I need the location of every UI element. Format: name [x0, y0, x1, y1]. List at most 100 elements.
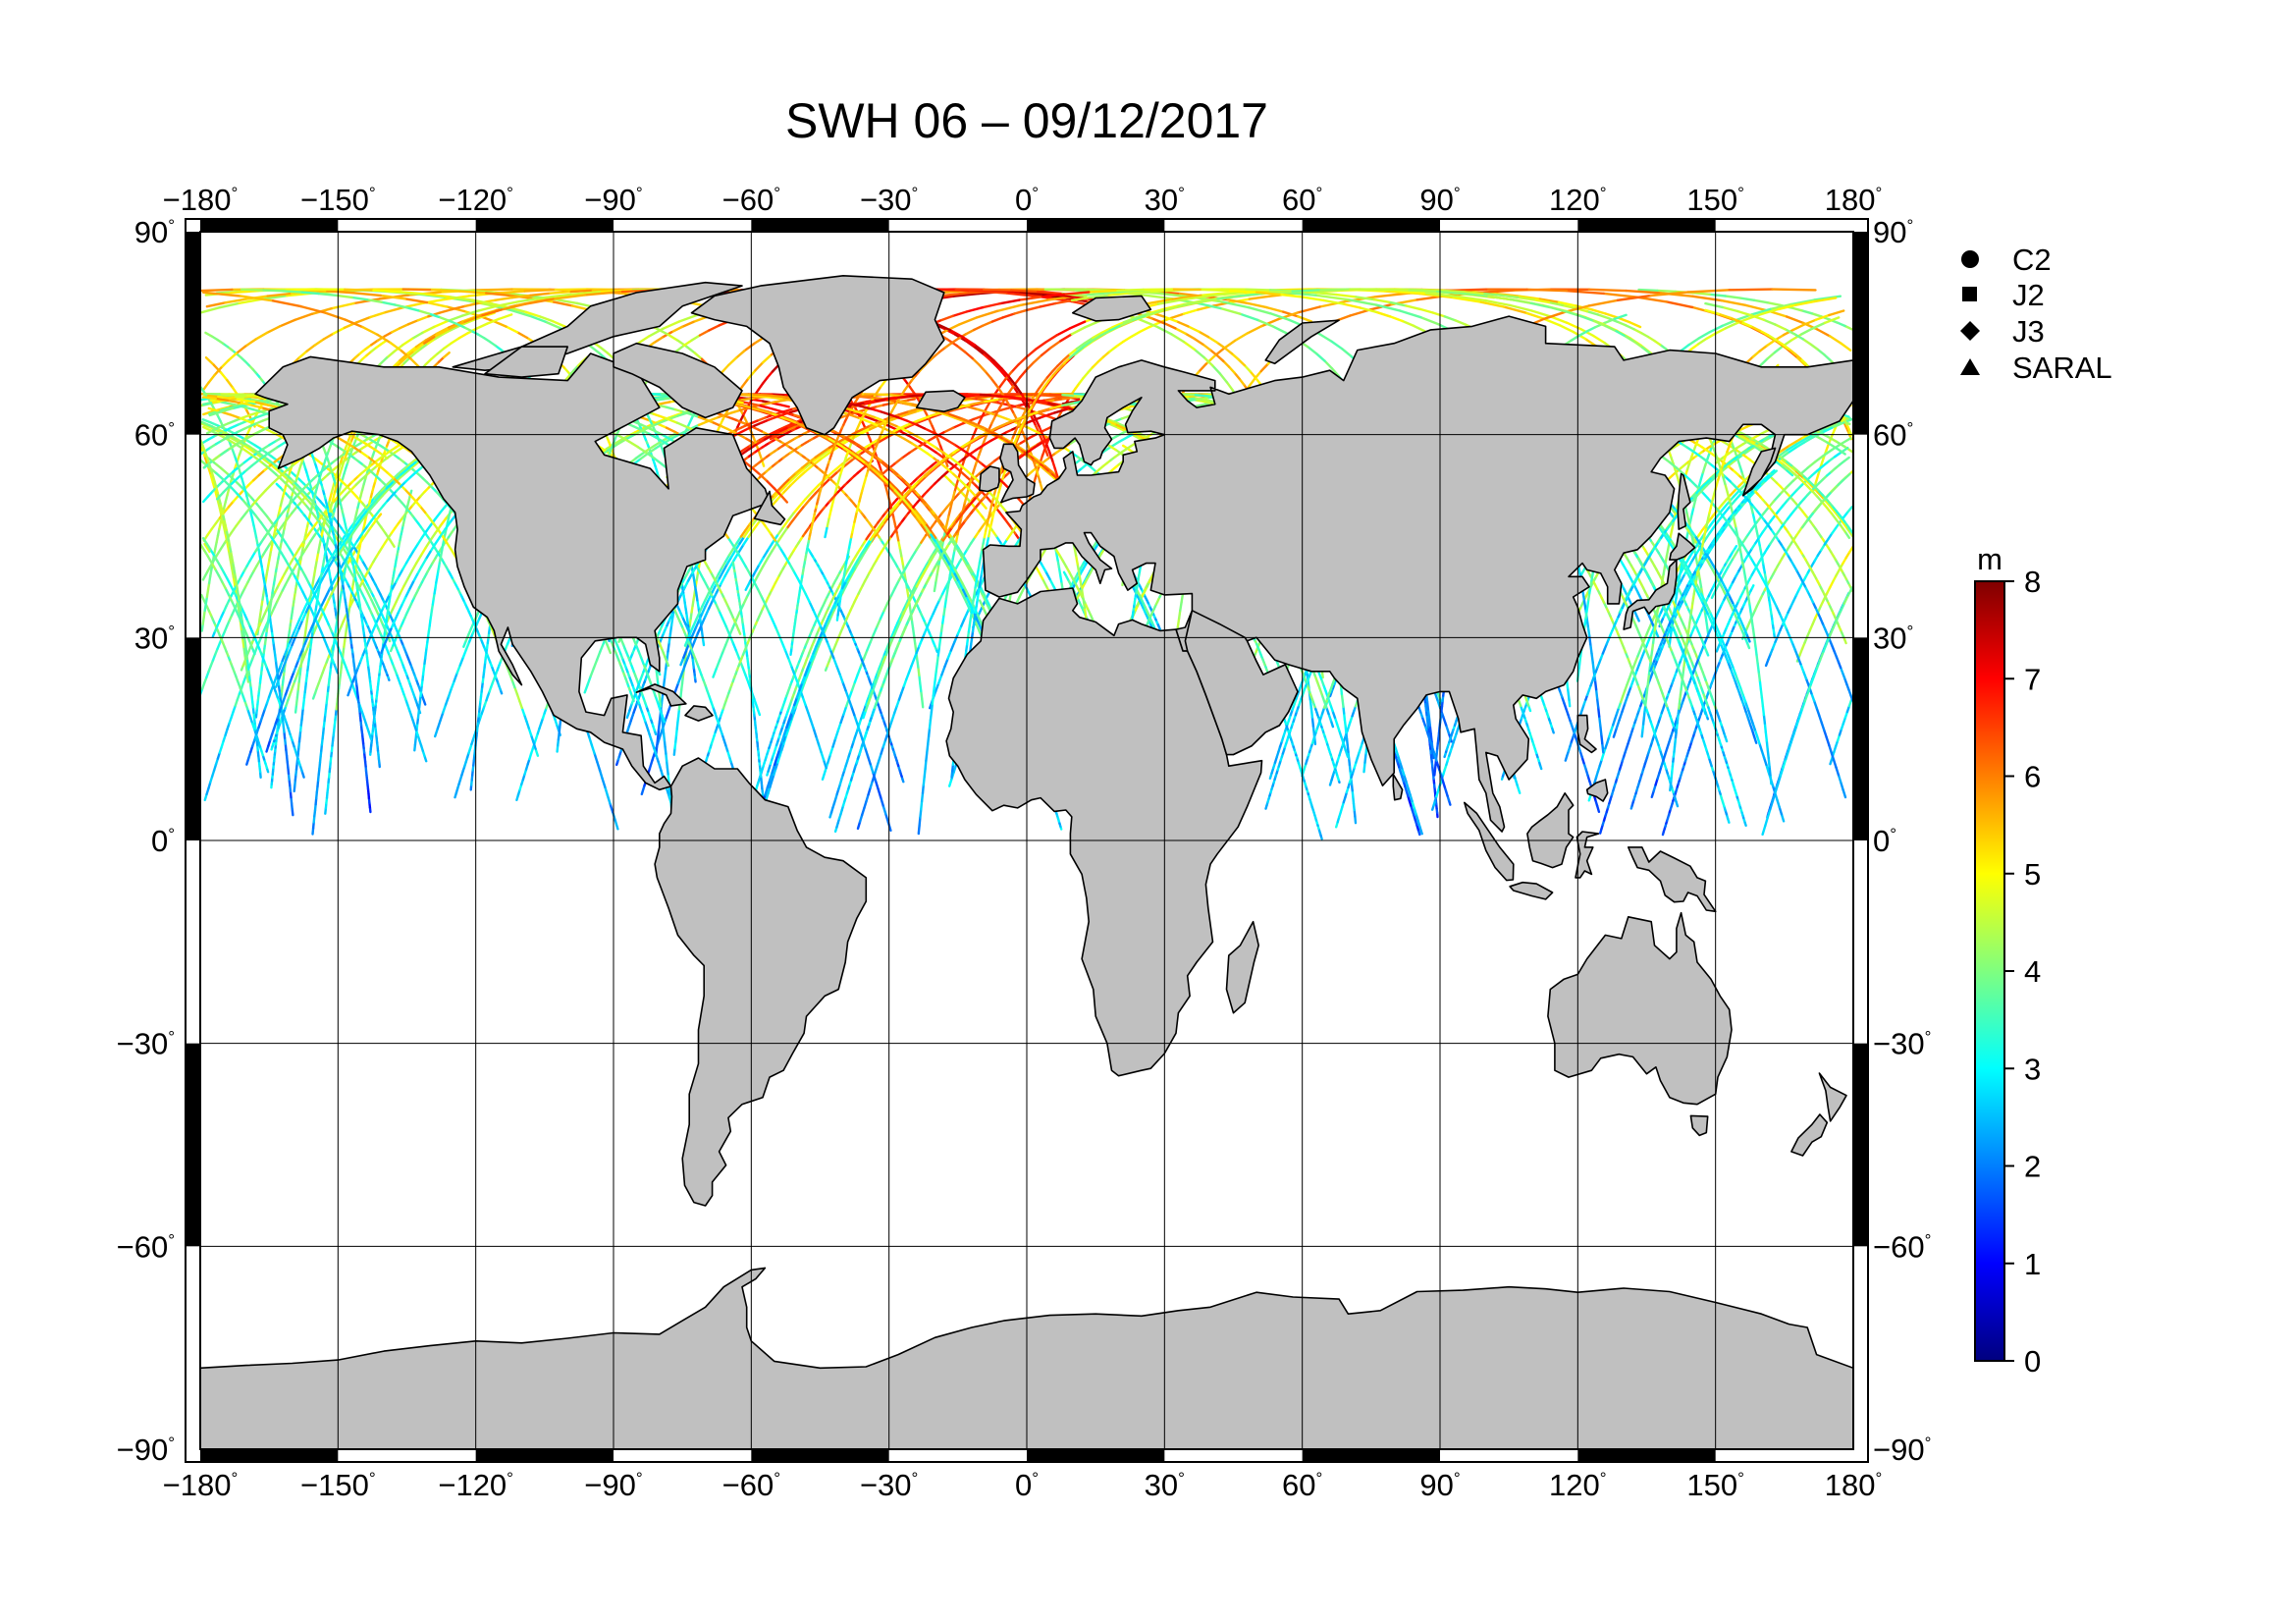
land-new-zealand-north — [1818, 1072, 1847, 1122]
lat-tick-label-right: 60° — [1873, 418, 1913, 453]
colorbar-tick-label: 8 — [2024, 565, 2041, 599]
land-japan — [1623, 559, 1678, 630]
frame-bar-bottom — [1027, 1449, 1165, 1462]
lon-tick-label-top: −120° — [438, 183, 513, 217]
lon-tick-label-top: −60° — [722, 183, 780, 217]
land-baffin-island — [613, 342, 743, 419]
land-africa — [945, 587, 1263, 1077]
frame-bar-bottom — [200, 1449, 339, 1462]
land-victoria-island — [484, 346, 569, 378]
legend-label-j2: J2 — [2012, 278, 2045, 312]
lon-tick-label-bottom: 180° — [1825, 1468, 1883, 1502]
land-iceland — [915, 390, 966, 413]
frame-bar-right — [1853, 637, 1868, 840]
lat-tick-label-left: 60° — [134, 418, 175, 453]
lon-tick-label-top: 120° — [1549, 183, 1607, 217]
legend-label-c2: C2 — [2012, 243, 2052, 277]
land-cuba — [635, 683, 687, 707]
lon-tick-label-bottom: 30° — [1145, 1468, 1185, 1502]
land-new-zealand-south — [1790, 1113, 1829, 1157]
land-australia — [1547, 911, 1733, 1106]
map-frame — [185, 218, 1869, 1463]
lon-tick-label-top: −150° — [300, 183, 376, 217]
colorbar-gradient — [1974, 580, 2005, 1362]
triangle-marker-icon — [1960, 358, 1980, 375]
land-arabia — [1184, 609, 1299, 756]
legend-label-j3: J3 — [2012, 314, 2045, 349]
lon-tick-label-top: 150° — [1686, 183, 1744, 217]
lon-tick-label-top: −30° — [860, 183, 918, 217]
lon-tick-label-top: 60° — [1282, 183, 1322, 217]
lat-tick-label-left: 30° — [134, 621, 175, 655]
lon-tick-label-bottom: 120° — [1549, 1468, 1607, 1502]
lon-tick-label-bottom: 90° — [1419, 1468, 1460, 1502]
land-sakhalin — [1677, 472, 1691, 530]
lat-tick-label-left: −30° — [117, 1027, 175, 1061]
colorbar-tick-label: 4 — [2024, 954, 2041, 989]
map-title: SWH 06 – 09/12/2017 — [785, 93, 1268, 148]
land-new-guinea — [1628, 846, 1717, 913]
lon-tick-label-top: 90° — [1419, 183, 1460, 217]
colorbar-tick-label: 7 — [2024, 662, 2041, 696]
frame-bar-right — [1853, 232, 1868, 435]
lon-tick-label-top: 180° — [1825, 183, 1883, 217]
colorbar-tick-label: 5 — [2024, 857, 2041, 892]
lon-tick-label-top: −90° — [584, 183, 642, 217]
frame-bar-top — [1577, 219, 1716, 232]
frame-bar-left — [186, 637, 200, 840]
frame-bar-top — [475, 219, 614, 232]
frame-bar-bottom — [1577, 1449, 1716, 1462]
lat-tick-label-right: −60° — [1873, 1229, 1931, 1264]
legend-item-j3: J3 — [1960, 314, 2045, 349]
lon-tick-label-bottom: 0° — [1015, 1468, 1039, 1502]
frame-bar-top — [200, 219, 339, 232]
colorbar-tick-label: 3 — [2024, 1052, 2041, 1086]
graticule — [200, 232, 1853, 1449]
land-philippines-luzon — [1576, 714, 1597, 754]
lon-tick-label-bottom: −30° — [860, 1468, 918, 1502]
land-sri-lanka — [1392, 773, 1404, 801]
legend-label-saral: SARAL — [2012, 351, 2112, 385]
colorbar-tick-label: 6 — [2024, 760, 2041, 794]
circle-marker-icon — [1961, 250, 1979, 268]
land-kamchatka-tip — [1741, 447, 1777, 497]
land-svalbard — [1072, 295, 1152, 322]
land-sulawesi — [1575, 831, 1600, 879]
land-greenland — [690, 274, 945, 436]
colorbar-tick-label: 1 — [2024, 1247, 2041, 1281]
lat-tick-label-right: 90° — [1873, 215, 1913, 249]
land-java — [1509, 881, 1554, 900]
lat-tick-label-right: 30° — [1873, 621, 1913, 655]
land-ireland — [978, 465, 1000, 493]
lat-tick-label-left: 0° — [151, 824, 175, 858]
lat-tick-label-left: −90° — [117, 1433, 175, 1467]
frame-bar-top — [1027, 219, 1165, 232]
land-south-america — [654, 757, 868, 1207]
square-marker-icon — [1962, 287, 1977, 301]
colorbar: m 0 1 2 3 4 5 6 7 8 — [1974, 542, 2041, 1379]
lat-tick-label-right: −90° — [1873, 1433, 1931, 1467]
legend: C2 J2 J3 SARAL — [1960, 243, 2112, 385]
lon-tick-label-bottom: 60° — [1282, 1468, 1322, 1502]
legend-item-c2: C2 — [1961, 243, 2052, 277]
colorbar-unit: m — [1977, 542, 2002, 576]
frame-bar-top — [1302, 219, 1440, 232]
land-hispaniola — [684, 705, 714, 722]
legend-item-j2: J2 — [1962, 278, 2045, 312]
lon-tick-label-top: 0° — [1015, 183, 1039, 217]
lat-tick-label-right: −30° — [1873, 1027, 1931, 1061]
land-borneo — [1526, 791, 1575, 869]
land-madagascar — [1225, 920, 1259, 1014]
frame-bar-bottom — [475, 1449, 614, 1462]
frame-bar-right — [1853, 1043, 1868, 1247]
lon-tick-label-top: 30° — [1145, 183, 1185, 217]
lon-tick-label-bottom: −120° — [438, 1468, 513, 1502]
lon-tick-label-bottom: −180° — [163, 1468, 239, 1502]
frame-bar-top — [751, 219, 889, 232]
frame-bar-bottom — [1302, 1449, 1440, 1462]
lat-tick-label-left: −60° — [117, 1229, 175, 1264]
land-great-britain — [999, 443, 1036, 504]
legend-item-saral: SARAL — [1960, 351, 2112, 385]
frame-bar-left — [186, 1043, 200, 1247]
